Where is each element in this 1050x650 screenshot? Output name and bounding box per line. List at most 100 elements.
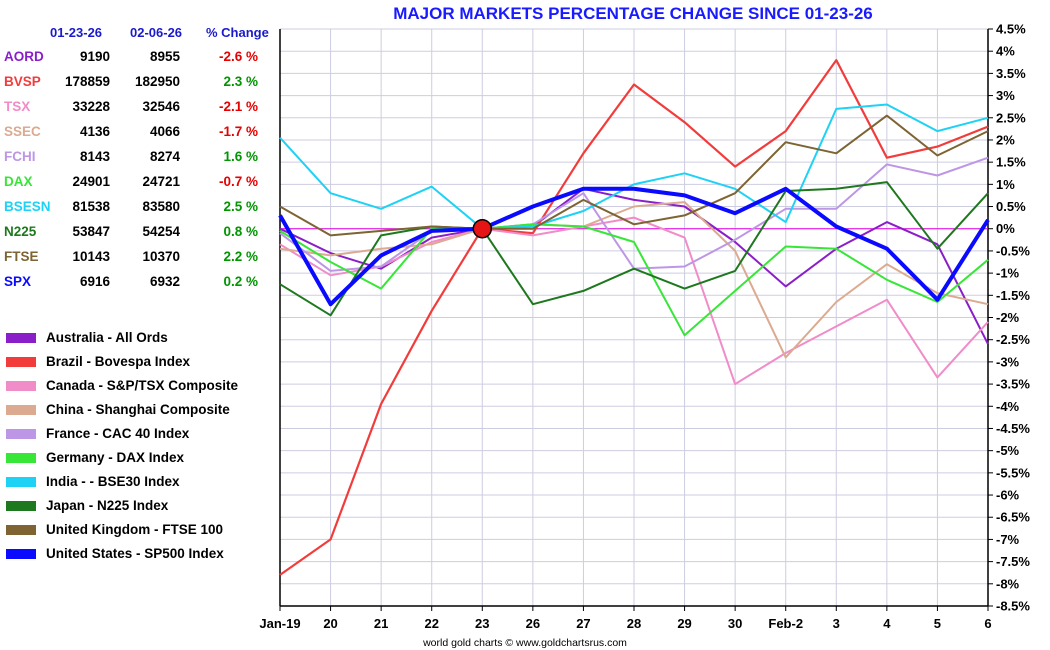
series-line-united-kingdom-ftse-100 [279,114,989,237]
row-pct-change: -1.7 % [218,124,258,139]
row-value-start: 9190 [79,49,110,64]
legend-label: Brazil - Bovespa Index [46,354,191,369]
y-tick-label: -4% [996,399,1020,414]
row-value-start: 81538 [72,199,110,214]
row-value-start: 8143 [79,149,110,164]
y-tick-label: -8% [996,576,1020,591]
row-symbol: N225 [4,224,37,239]
row-value-start: 178859 [64,74,110,89]
row-value-start: 53847 [72,224,110,239]
row-value-end: 83580 [142,199,180,214]
y-tick-label: 3% [996,88,1015,103]
legend-swatch [6,501,36,511]
y-tick-label: 4% [996,44,1015,59]
row-symbol: SSEC [4,124,41,139]
legend-label: United States - SP500 Index [46,546,224,561]
legend-swatch [6,405,36,415]
legend-label: China - Shanghai Composite [46,402,230,417]
x-tick-label: 30 [728,616,742,631]
y-tick-label: -0.5% [996,243,1030,258]
y-tick-label: -7% [996,532,1020,547]
row-value-end: 182950 [134,74,180,89]
x-tick-label: 23 [475,616,489,631]
row-symbol: BSESN [4,199,51,214]
legend-label: India - - BSE30 Index [46,474,180,489]
row-pct-change: 1.6 % [223,149,258,164]
base-date-marker [472,218,493,239]
series-line-united-states-sp500-index [278,186,990,307]
y-tick-label: -3.5% [996,377,1030,392]
legend-label: Canada - S&P/TSX Composite [46,378,239,393]
series-line-brazil-bovespa-index [279,58,989,576]
y-tick-label: -2% [996,310,1020,325]
y-tick-label: 0% [996,221,1015,236]
y-tick-label: 0.5% [996,199,1026,214]
y-tick-label: -4.5% [996,421,1030,436]
header-date1: 01-23-26 [50,25,103,40]
row-symbol: BVSP [4,74,41,89]
row-value-start: 4136 [79,124,110,139]
row-pct-change: 0.2 % [223,274,258,289]
y-tick-label: 4.5% [996,22,1026,37]
legend-label: France - CAC 40 Index [46,426,190,441]
y-tick-label: -6.5% [996,510,1030,525]
row-pct-change: 2.2 % [223,249,258,264]
legend-swatch [6,381,36,391]
row-value-end: 32546 [142,99,180,114]
legend-swatch [6,525,36,535]
row-value-start: 10143 [72,249,110,264]
row-value-end: 54254 [142,224,180,239]
x-tick-label: 20 [323,616,337,631]
legend-swatch [6,429,36,439]
legend-label: Germany - DAX Index [46,450,185,465]
legend-swatch [6,549,36,559]
y-tick-label: 2% [996,132,1015,147]
x-tick-label: 4 [883,616,891,631]
row-pct-change: -2.1 % [218,99,258,114]
x-tick-label: 21 [374,616,388,631]
legend-label: Australia - All Ords [46,330,168,345]
series-line-germany-dax-index [279,223,989,337]
legend-label: Japan - N225 Index [46,498,169,513]
y-tick-label: -1% [996,266,1020,281]
y-tick-label: -5.5% [996,465,1030,480]
series-line-canada-s-p-tsx-composite [279,216,989,386]
row-value-end: 10370 [142,249,180,264]
x-tick-label: 3 [833,616,840,631]
header-change: % Change [206,25,269,40]
x-tick-label: 6 [984,616,991,631]
x-tick-label: 27 [576,616,590,631]
row-value-start: 33228 [72,99,110,114]
legend-swatch [6,333,36,343]
row-symbol: FCHI [4,149,36,164]
row-value-end: 4066 [149,124,180,139]
footer-credit: world gold charts © www.goldchartsrus.co… [423,637,627,649]
y-tick-label: -5% [996,443,1020,458]
header-date2: 02-06-26 [130,25,183,40]
y-tick-label: 1.5% [996,155,1026,170]
row-symbol: SPX [4,274,32,289]
y-tick-label: 3.5% [996,66,1026,81]
x-tick-label: 26 [526,616,540,631]
row-value-start: 6916 [79,274,110,289]
legend-swatch [6,477,36,487]
y-tick-label: -6% [996,488,1020,503]
row-pct-change: -0.7 % [218,174,258,189]
y-tick-label: -3% [996,354,1020,369]
x-tick-label: 5 [934,616,941,631]
row-symbol: TSX [4,99,31,114]
row-symbol: AORD [4,49,44,64]
row-pct-change: -2.6 % [218,49,258,64]
x-tick-label: 22 [424,616,438,631]
x-tick-label: 29 [677,616,691,631]
series-line-india-bse30-index [279,103,989,230]
row-symbol: DAX [4,174,33,189]
y-tick-label: -8.5% [996,599,1030,614]
legend-swatch [6,357,36,367]
row-symbol: FTSE [4,249,39,264]
row-pct-change: 2.5 % [223,199,258,214]
x-tick-label: Jan-19 [259,616,300,631]
y-tick-label: 1% [996,177,1015,192]
x-tick-label: Feb-2 [768,616,803,631]
